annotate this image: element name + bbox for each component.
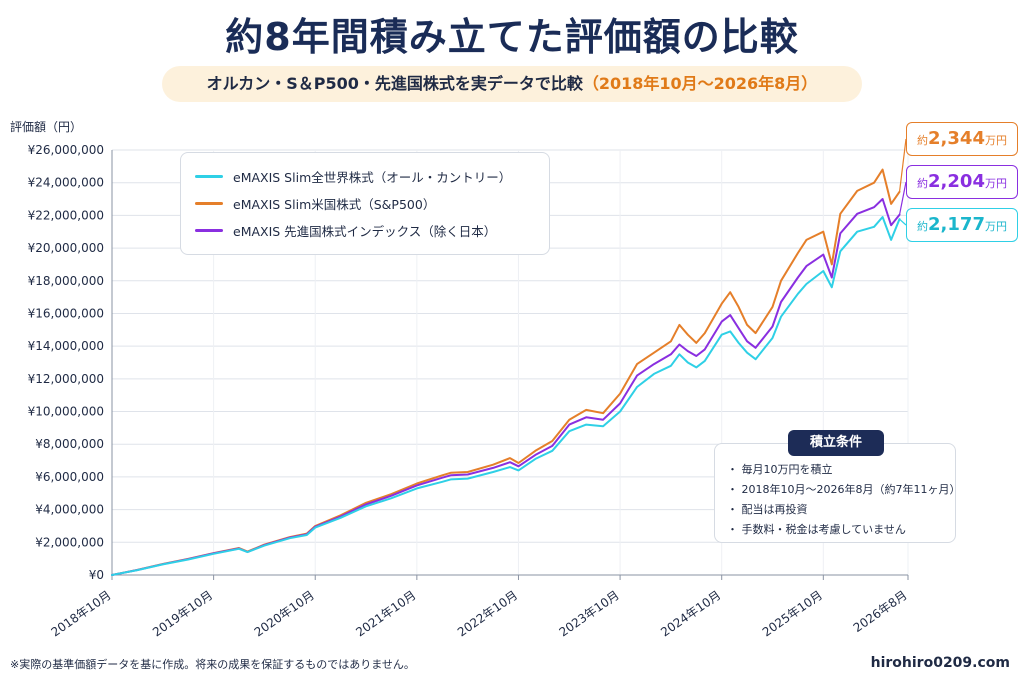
y-tick-label: ¥26,000,000 — [28, 143, 104, 157]
x-tick-label: 2023年10月 — [557, 588, 622, 640]
x-tick-label: 2025年10月 — [760, 588, 825, 640]
page-title: 約8年間積み立てた評価額の比較 — [225, 15, 799, 59]
legend-item-developed: eMAXIS 先進国株式インデックス（除く日本） — [195, 217, 535, 244]
callout-allcountry-unit: 万円 — [984, 220, 1007, 233]
legend-label-developed: eMAXIS 先進国株式インデックス（除く日本） — [233, 224, 497, 239]
y-tick-label: ¥12,000,000 — [28, 372, 104, 386]
x-tick-label: 2026年8月 — [851, 588, 910, 635]
y-tick-label: ¥6,000,000 — [35, 470, 104, 484]
x-tick-label: 2021年10月 — [353, 588, 418, 640]
y-tick-label: ¥20,000,000 — [28, 241, 104, 255]
subtitle-period: （2018年10月～2026年8月） — [582, 74, 818, 93]
y-tick-label: ¥24,000,000 — [28, 176, 104, 190]
callout-allcountry-prefix: 約 — [917, 220, 929, 233]
x-tick-label: 2019年10月 — [150, 588, 215, 640]
condition-item: ・ 毎月10万円を積立 — [727, 463, 833, 476]
callout-developed-value: 2,204 — [928, 171, 985, 192]
x-tick-label: 2020年10月 — [252, 588, 317, 640]
callout-developed-unit: 万円 — [984, 177, 1007, 190]
y-tick-label: ¥10,000,000 — [28, 405, 104, 419]
conditions-box: 積立条件 ・ 毎月10万円を積立 ・ 2018年10月～2026年8月（約7年1… — [714, 430, 961, 543]
y-tick-label: ¥18,000,000 — [28, 274, 104, 288]
condition-item: ・ 配当は再投資 — [727, 503, 808, 516]
callout-sp500: 約2,344万円 — [906, 122, 1018, 156]
chart-legend: eMAXIS Slim全世界株式（オール・カントリー） eMAXIS Slim米… — [180, 152, 550, 255]
y-tick-label: ¥14,000,000 — [28, 339, 104, 353]
y-tick-label: ¥2,000,000 — [35, 535, 104, 549]
y-tick-label: ¥22,000,000 — [28, 208, 104, 222]
condition-item: ・ 手数料・税金は考慮していません — [727, 523, 906, 536]
legend-label-allcountry: eMAXIS Slim全世界株式（オール・カントリー） — [233, 170, 512, 185]
callout-allcountry-value: 2,177 — [928, 214, 985, 235]
callout-connector-allcountry — [899, 218, 907, 226]
conditions-title: 積立条件 — [788, 430, 884, 456]
x-tick-label: 2022年10月 — [455, 588, 520, 640]
subtitle-main: オルカン・S＆P500・先進国株式を実データで比較 — [206, 74, 583, 93]
y-tick-label: ¥4,000,000 — [35, 503, 104, 517]
legend-label-sp500: eMAXIS Slim米国株式（S&P500） — [233, 197, 436, 212]
callout-connector-sp500 — [898, 138, 907, 192]
y-tick-label: ¥0 — [89, 568, 104, 582]
callout-developed: 約2,204万円 — [906, 165, 1018, 199]
website-url: hirohiro0209.com — [870, 655, 1010, 671]
callout-sp500-unit: 万円 — [984, 134, 1007, 147]
series-line-allcountry — [111, 216, 901, 576]
legend-item-sp500: eMAXIS Slim米国株式（S&P500） — [195, 190, 535, 217]
legend-swatch-sp500 — [195, 202, 223, 205]
legend-swatch-developed — [195, 229, 223, 232]
y-tick-label: ¥16,000,000 — [28, 306, 104, 320]
callout-connector-developed — [898, 181, 907, 215]
x-tick-label: 2018年10月 — [49, 588, 114, 640]
legend-item-allcountry: eMAXIS Slim全世界株式（オール・カントリー） — [195, 163, 535, 190]
callout-sp500-value: 2,344 — [928, 128, 985, 149]
callout-developed-prefix: 約 — [917, 177, 929, 190]
callout-allcountry: 約2,177万円 — [906, 208, 1018, 242]
x-tick-label: 2024年10月 — [658, 588, 723, 640]
y-tick-label: ¥8,000,000 — [35, 437, 104, 451]
y-axis-title: 評価額（円） — [10, 120, 83, 134]
condition-item: ・ 2018年10月～2026年8月（約7年11ヶ月） — [727, 483, 961, 496]
callout-sp500-prefix: 約 — [917, 134, 929, 147]
subtitle: オルカン・S＆P500・先進国株式を実データで比較（2018年10月～2026年… — [162, 66, 862, 102]
legend-swatch-allcountry — [195, 175, 223, 178]
footnote: ※実際の基準価額データを基に作成。将来の成果を保証するものではありません。 — [10, 658, 415, 671]
